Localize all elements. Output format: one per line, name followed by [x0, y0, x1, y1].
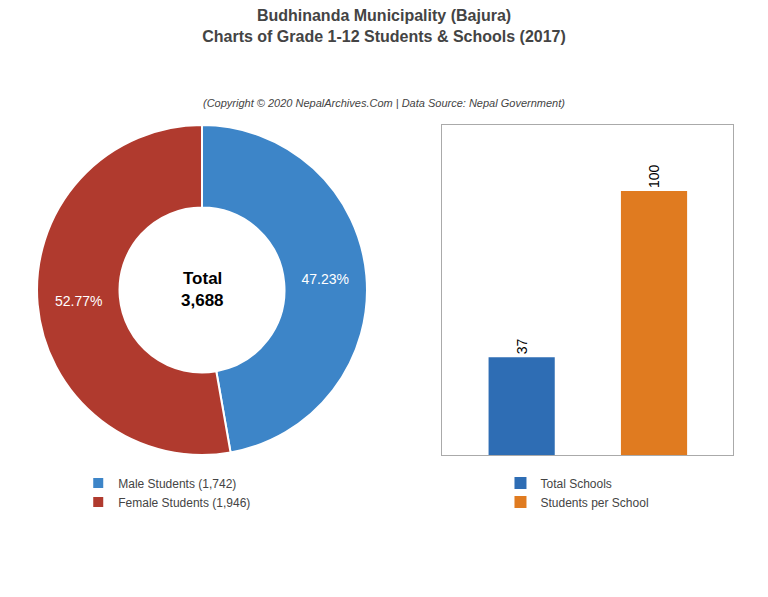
svg-text:Students per School: Students per School	[540, 496, 648, 510]
svg-text:Budhinanda Municipality (Bajur: Budhinanda Municipality (Bajura)Charts o…	[202, 7, 566, 45]
svg-text:47.23%: 47.23%	[302, 271, 349, 287]
svg-text:(Copyright © 2020 NepalArchive: (Copyright © 2020 NepalArchives.Com | Da…	[203, 97, 565, 109]
svg-text:Total: Total	[183, 269, 222, 288]
svg-text:Female Students (1,946): Female Students (1,946)	[118, 496, 250, 510]
svg-text:3,688: 3,688	[181, 291, 224, 310]
svg-text:100: 100	[646, 164, 662, 188]
svg-text:52.77%: 52.77%	[55, 293, 102, 309]
svg-text:Male Students (1,742): Male Students (1,742)	[118, 477, 236, 491]
svg-text:37: 37	[514, 339, 530, 355]
svg-text:Total Schools: Total Schools	[540, 477, 611, 491]
